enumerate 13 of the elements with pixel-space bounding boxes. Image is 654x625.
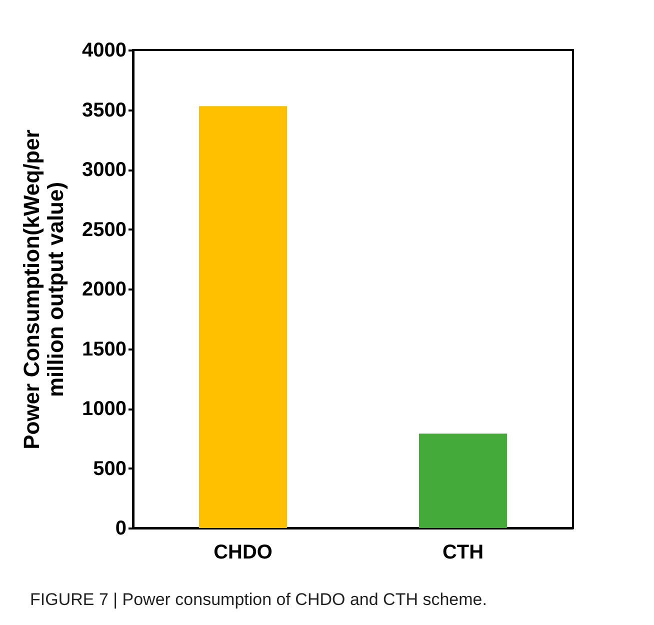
y-axis-title: Power Consumption(kWeq/per million output value) (19, 129, 68, 450)
y-tick-label: 2000 (82, 278, 126, 300)
y-tick-label: 3500 (82, 99, 126, 122)
y-tick-label: 1000 (82, 398, 126, 420)
y-tick-label: 3000 (82, 159, 126, 181)
y-tick-label: 4000 (82, 40, 126, 62)
y-tick-label: 2500 (82, 218, 126, 241)
caption: FIGURE 7 | Power consumption of CHDO and CTH scheme. (30, 590, 488, 610)
x-tick-label: CTH (442, 542, 484, 564)
y-tick-label: 1500 (82, 338, 126, 360)
x-tick-label: CHDO (214, 542, 272, 564)
y-tick-label: 0 (115, 518, 126, 540)
y-tick-label: 500 (93, 458, 126, 480)
